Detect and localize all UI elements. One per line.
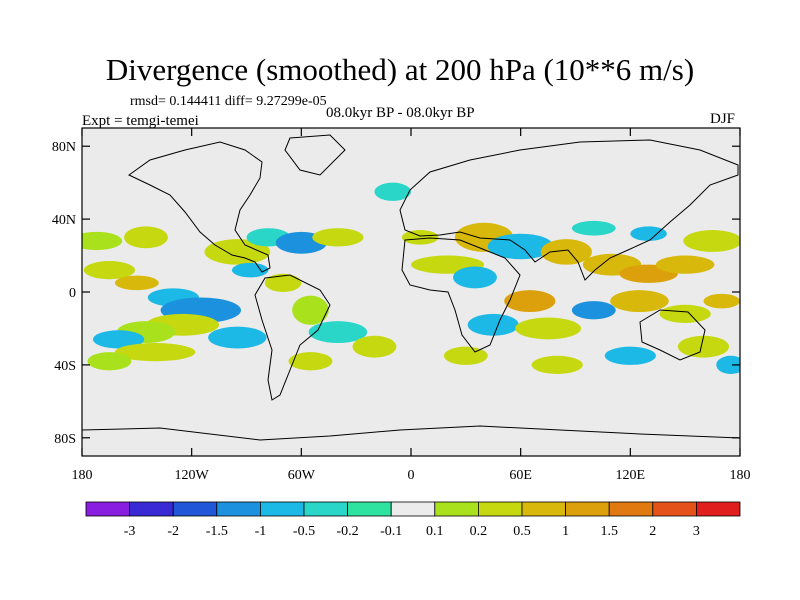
colorbar-label: -0.1 <box>380 524 402 539</box>
colorbar-box-9 <box>477 501 523 517</box>
contour-region-25 <box>453 266 497 289</box>
period-label: 08.0kyr BP - 08.0kyr BP <box>326 105 475 121</box>
plot-title: Divergence (smoothed) at 200 hPa (10**6 … <box>105 52 695 87</box>
contour-region-34 <box>630 226 667 241</box>
contour-region-23 <box>401 230 439 245</box>
lon-tick-label: 60E <box>509 468 532 483</box>
lon-tick-label: 0 <box>408 468 415 483</box>
contour-region-43 <box>531 355 583 374</box>
contour-region-20 <box>288 352 333 371</box>
contour-region-1 <box>124 226 168 249</box>
coastline-south-america <box>254 274 331 401</box>
contour-region-11 <box>204 239 271 265</box>
contour-region-31 <box>655 255 715 274</box>
stats-subtitle: rmsd= 0.144411 diff= 9.27299e-05 <box>130 94 327 109</box>
lat-tick-label: 40S <box>54 359 76 374</box>
axis-ticks: 80N 40N 0 40S 80S 180 120W 60W 0 60E 120E 180 <box>52 128 751 483</box>
colorbar-box-8 <box>434 501 479 517</box>
colorbar-box-4 <box>259 501 305 517</box>
colorbar-box-14 <box>696 501 741 517</box>
colorbar-box-11 <box>565 501 610 517</box>
colorbar-label: 0.2 <box>470 524 488 539</box>
contour-region-38 <box>571 301 616 320</box>
contour-region-41 <box>703 293 740 309</box>
contour-region-8 <box>92 330 145 349</box>
contour-region-32 <box>683 230 740 252</box>
contour-region-39 <box>610 290 669 313</box>
colorbar-box-0 <box>85 501 130 517</box>
contour-region-14 <box>312 228 364 247</box>
lat-tick-label: 80S <box>54 432 76 447</box>
contour-region-3 <box>114 275 159 291</box>
colorbar-label: -0.2 <box>337 524 359 539</box>
colorbar-label: 1 <box>562 524 569 539</box>
colorbar-label: -1.5 <box>206 524 228 539</box>
colorbar-label: -0.5 <box>293 524 315 539</box>
lon-tick-label: 60W <box>288 468 316 483</box>
colorbar-box-3 <box>216 501 261 517</box>
colorbar-box-5 <box>303 501 348 517</box>
contour-region-18 <box>292 295 329 325</box>
contour-region-46 <box>716 355 740 374</box>
colorbar-box-7 <box>390 501 436 517</box>
contour-region-44 <box>604 346 656 365</box>
season-label: DJF <box>710 111 736 127</box>
contour-region-35 <box>504 290 556 313</box>
lon-tick-label: 180 <box>72 468 93 483</box>
colorbar-label: 2 <box>649 524 656 539</box>
colorbar-box-13 <box>652 501 697 517</box>
colorbar-box-2 <box>172 501 218 517</box>
colorbar: -3 -2 -1.5 -1 -0.5 -0.2 -0.1 0.1 0.2 0.5 1 1.5 2 3 <box>85 501 741 539</box>
contour-region-36 <box>467 313 519 336</box>
contour-region-9 <box>114 343 196 362</box>
coastline-africa <box>401 237 521 353</box>
contour-region-10 <box>87 352 132 371</box>
lon-tick-label: 120W <box>175 468 210 483</box>
lat-tick-label: 0 <box>69 286 76 301</box>
experiment-label: Expt = temgi-temei <box>82 113 199 129</box>
colorbar-box-1 <box>129 501 174 517</box>
lat-tick-label: 40N <box>52 213 76 228</box>
coastline-australia <box>639 309 706 361</box>
contour-region-15 <box>231 262 269 278</box>
colorbar-label: 0.5 <box>513 524 531 539</box>
lat-tick-label: 80N <box>52 140 76 155</box>
coastline-north-america <box>128 141 271 273</box>
colorbar-box-6 <box>347 501 392 517</box>
contour-region-37 <box>515 317 581 340</box>
coastline-eurasia <box>399 139 739 281</box>
colorbar-label: -2 <box>167 524 179 539</box>
lon-tick-label: 180 <box>730 468 751 483</box>
contour-region-16 <box>264 273 302 292</box>
contour-region-2 <box>83 261 136 280</box>
coastline-antarctica <box>82 425 740 441</box>
colorbar-label: -3 <box>124 524 136 539</box>
contour-region-22 <box>374 182 411 201</box>
contour-region-28 <box>540 239 592 265</box>
colorbar-box-12 <box>608 501 654 517</box>
contour-region-45 <box>677 335 730 358</box>
contour-region-21 <box>352 335 397 358</box>
lon-tick-label: 120E <box>616 468 646 483</box>
contour-region-19 <box>308 321 368 344</box>
contour-region-0 <box>82 231 123 251</box>
contour-region-33 <box>571 220 616 236</box>
colorbar-label: 1.5 <box>600 524 618 539</box>
coastline-greenland <box>284 134 346 176</box>
contour-region-17 <box>208 326 267 349</box>
coastline-layer <box>82 134 740 441</box>
colorbar-label: 3 <box>693 524 700 539</box>
colorbar-box-10 <box>521 501 566 517</box>
colorbar-label: -1 <box>255 524 267 539</box>
colorbar-label: 0.1 <box>426 524 444 539</box>
contour-region-40 <box>659 304 711 323</box>
